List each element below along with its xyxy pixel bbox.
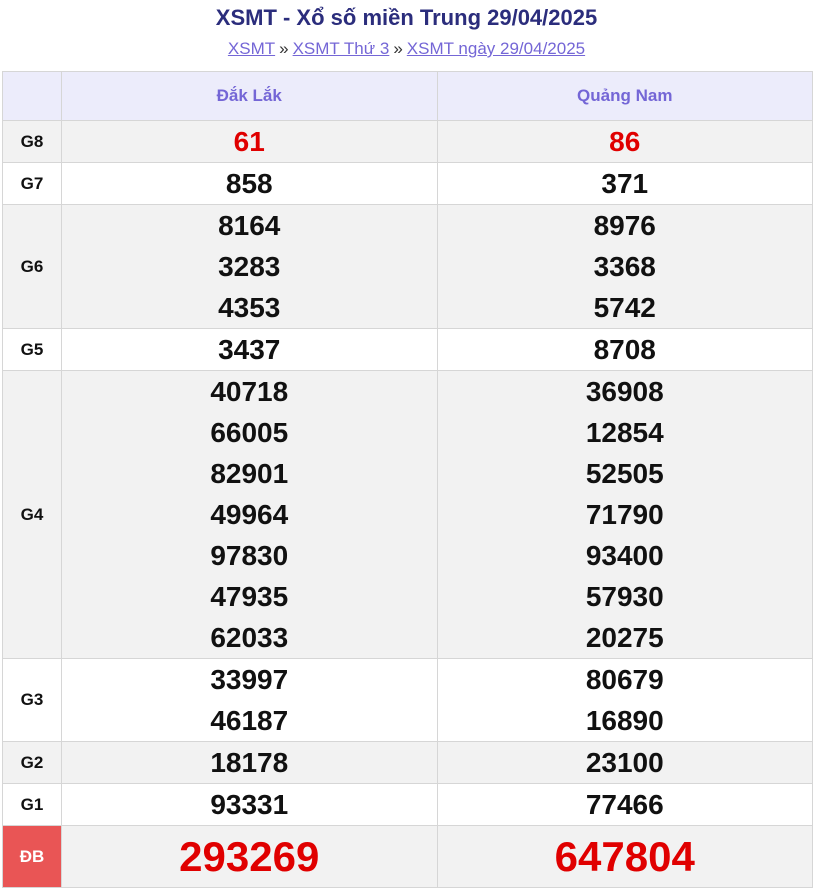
breadcrumb-link-xsmt-date[interactable]: XSMT ngày 29/04/2025 xyxy=(406,39,586,58)
result-number: 20275 xyxy=(585,622,664,653)
result-cell: 18178 xyxy=(61,741,438,784)
breadcrumb-separator: » xyxy=(279,39,289,58)
breadcrumb-separator: » xyxy=(393,39,403,58)
result-number: 3283 xyxy=(218,251,281,282)
result-number: 3368 xyxy=(593,251,656,282)
result-number: 3437 xyxy=(218,334,281,365)
result-number: 12854 xyxy=(585,417,664,448)
result-number: 5742 xyxy=(593,292,656,323)
prize-row-g1: G1 93331 77466 xyxy=(2,783,813,826)
result-number: 858 xyxy=(225,168,273,199)
prize-label: G3 xyxy=(2,658,62,742)
result-cell: 80679 16890 xyxy=(436,658,813,742)
prize-label: G4 xyxy=(2,370,62,659)
result-cell: 858 xyxy=(61,162,438,205)
result-number: 61 xyxy=(233,126,265,157)
result-cell: 93331 xyxy=(61,783,438,826)
result-number: 97830 xyxy=(210,540,289,571)
result-number: 52505 xyxy=(585,458,664,489)
prize-label: G8 xyxy=(2,120,62,163)
result-number: 40718 xyxy=(210,376,289,407)
result-cell: 36908 12854 52505 71790 93400 57930 20275 xyxy=(436,370,813,659)
prize-row-g2: G2 18178 23100 xyxy=(2,741,813,784)
result-cell: 8164 3283 4353 xyxy=(61,204,438,329)
result-number: 62033 xyxy=(210,622,289,653)
result-number: 4353 xyxy=(218,292,281,323)
result-number: 16890 xyxy=(585,705,664,736)
prize-row-g6: G6 8164 3283 4353 8976 3368 5742 xyxy=(2,204,813,329)
prize-label: G2 xyxy=(2,741,62,784)
result-number: 23100 xyxy=(585,747,664,778)
result-cell: 293269 xyxy=(61,825,438,888)
prize-row-g5: G5 3437 8708 xyxy=(2,328,813,371)
result-number: 66005 xyxy=(210,417,289,448)
result-number: 293269 xyxy=(179,833,320,880)
header-province-dak-lak: Đắk Lắk xyxy=(61,71,438,121)
result-cell: 77466 xyxy=(436,783,813,826)
result-number: 647804 xyxy=(554,833,695,880)
result-cell: 8708 xyxy=(436,328,813,371)
result-cell: 647804 xyxy=(436,825,813,888)
result-number: 36908 xyxy=(585,376,664,407)
result-number: 18178 xyxy=(210,747,289,778)
prize-label: ĐB xyxy=(2,825,62,888)
prize-label: G6 xyxy=(2,204,62,329)
result-cell: 33997 46187 xyxy=(61,658,438,742)
result-cell: 371 xyxy=(436,162,813,205)
page-title: XSMT - Xổ số miền Trung 29/04/2025 xyxy=(215,5,598,30)
result-number: 71790 xyxy=(585,499,664,530)
result-number: 33997 xyxy=(210,664,289,695)
result-number: 80679 xyxy=(585,664,664,695)
result-number: 57930 xyxy=(585,581,664,612)
breadcrumb: XSMT» XSMT Thứ 3» XSMT ngày 29/04/2025 xyxy=(0,32,813,66)
result-number: 46187 xyxy=(210,705,289,736)
result-number: 77466 xyxy=(585,789,664,820)
result-number: 8164 xyxy=(218,210,281,241)
header-prize-column xyxy=(2,71,62,121)
prize-row-g7: G7 858 371 xyxy=(2,162,813,205)
breadcrumb-link-xsmt[interactable]: XSMT xyxy=(227,39,276,58)
header-province-quang-nam: Quảng Nam xyxy=(436,71,813,121)
prize-row-đb: ĐB 293269 647804 xyxy=(2,825,813,888)
result-number: 49964 xyxy=(210,499,289,530)
result-number: 93400 xyxy=(585,540,664,571)
result-number: 47935 xyxy=(210,581,289,612)
result-cell: 3437 xyxy=(61,328,438,371)
results-body: G8 61 86 G7 858 371 G6 8164 3283 4353 8976 3368 5742… xyxy=(2,120,813,888)
result-cell: 40718 66005 82901 49964 97830 47935 62033 xyxy=(61,370,438,659)
prize-row-g8: G8 61 86 xyxy=(2,120,813,163)
result-number: 82901 xyxy=(210,458,289,489)
result-cell: 23100 xyxy=(436,741,813,784)
result-cell: 8976 3368 5742 xyxy=(436,204,813,329)
result-number: 86 xyxy=(609,126,641,157)
prize-label: G7 xyxy=(2,162,62,205)
result-number: 371 xyxy=(601,168,649,199)
result-cell: 61 xyxy=(61,120,438,163)
header-row: Đắk Lắk Quảng Nam xyxy=(2,71,813,121)
results-table: Đắk Lắk Quảng Nam G8 61 86 G7 858 371 G6 8164 32… xyxy=(2,71,813,888)
result-number: 93331 xyxy=(210,789,289,820)
prize-row-g4: G4 40718 66005 82901 49964 97830 47935 62033 369… xyxy=(2,370,813,659)
result-number: 8976 xyxy=(593,210,656,241)
prize-label: G5 xyxy=(2,328,62,371)
prize-row-g3: G3 33997 46187 80679 16890 xyxy=(2,658,813,742)
breadcrumb-link-xsmt-thu-3[interactable]: XSMT Thứ 3 xyxy=(292,39,390,58)
result-cell: 86 xyxy=(436,120,813,163)
prize-label: G1 xyxy=(2,783,62,826)
result-number: 8708 xyxy=(593,334,656,365)
